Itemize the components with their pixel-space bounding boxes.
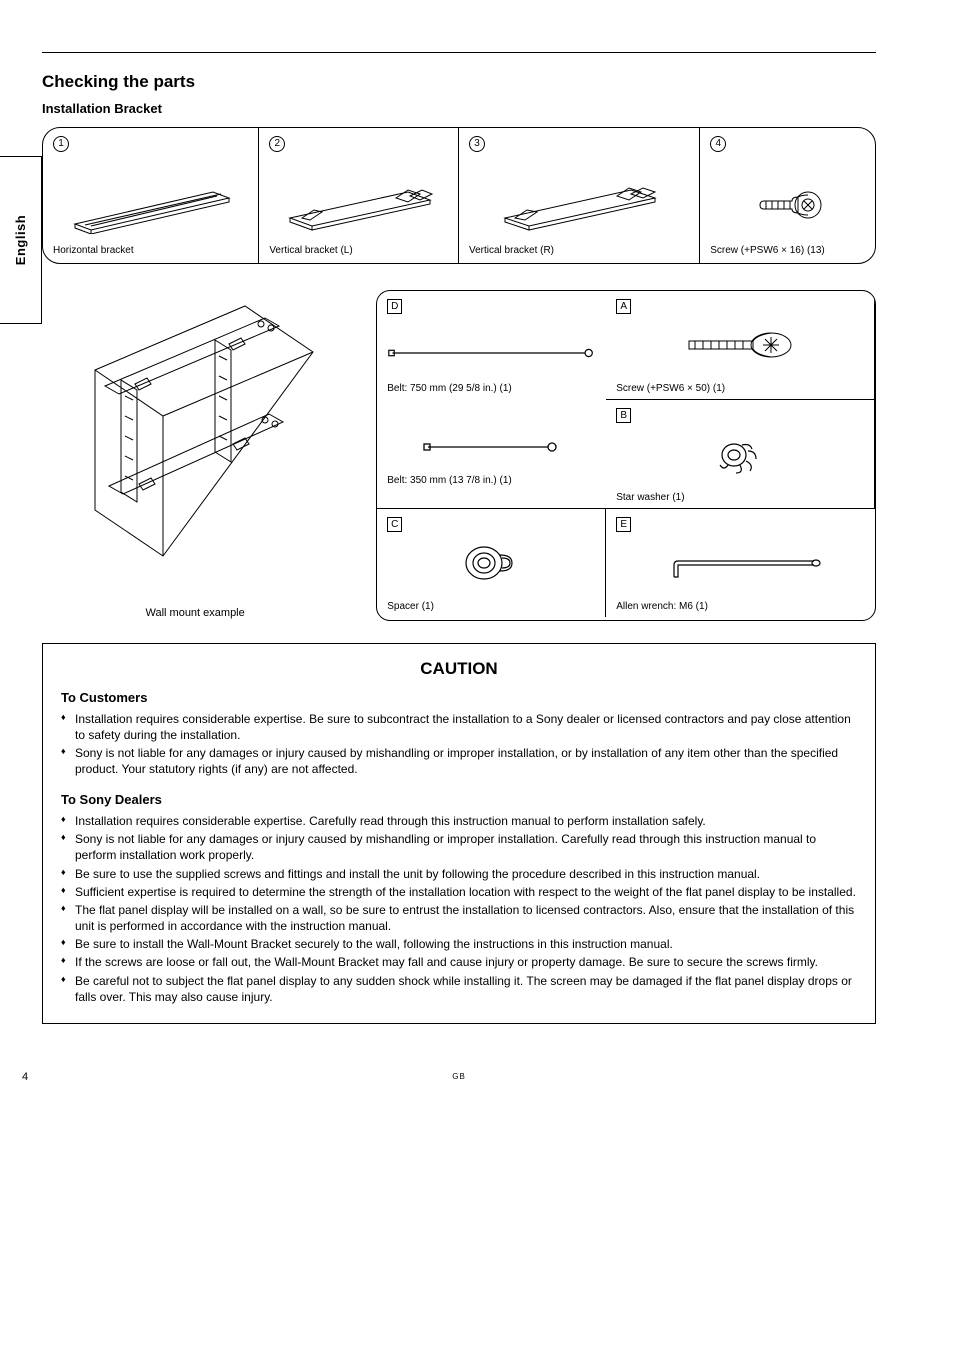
part-label: Vertical bracket (R)	[469, 244, 689, 258]
list-item: Be sure to install the Wall-Mount Bracke…	[75, 936, 857, 952]
acc-letter-badge: B	[616, 408, 631, 423]
acc-letter-badge: E	[616, 517, 631, 532]
belt-short-icon	[422, 438, 562, 456]
acc-letter-badge: D	[387, 299, 402, 314]
part-cell-screw-psw6x16: 4 Screw (+PSW6 × 16) (13)	[700, 128, 875, 263]
screw-small-icon	[748, 187, 828, 227]
list-item: If the screws are loose or fall out, the…	[75, 954, 857, 970]
star-washer-icon	[712, 431, 768, 477]
list-item: The flat panel display will be installed…	[75, 902, 857, 934]
caution-dealers-heading: To Sony Dealers	[61, 791, 857, 809]
acc-cell-d: D Belt: 750 mm (29 5/8 in.) (1)	[377, 291, 606, 508]
belt-long-icon	[387, 344, 596, 362]
part-label: Vertical bracket (L)	[269, 244, 448, 258]
acc-label: Belt: 350 mm (13 7/8 in.) (1)	[387, 474, 596, 488]
spacer-icon	[456, 538, 526, 588]
page-number: 4	[22, 1070, 28, 1085]
horizontal-bracket-icon	[71, 180, 231, 234]
acc-cell-c: C Spacer (1)	[377, 509, 606, 618]
section-subheading: Installation Bracket	[42, 100, 876, 118]
list-item: Be sure to use the supplied screws and f…	[75, 866, 857, 882]
acc-cell-a: A Screw (+PSW6 × 50) (1)	[606, 291, 875, 400]
part-cell-vertical-bracket-r: 3 Vertical bracket (R)	[459, 128, 700, 263]
caution-title: CAUTION	[61, 658, 857, 681]
acc-label: Star washer (1)	[616, 492, 864, 504]
part-number-badge: 1	[53, 136, 69, 152]
acc-label: Allen wrench: M6 (1)	[616, 601, 865, 613]
acc-letter-badge: A	[616, 299, 631, 314]
caution-dealers-list: Installation requires considerable exper…	[61, 813, 857, 1005]
part-cell-vertical-bracket-l: 2 Vertical bracket (L)	[259, 128, 459, 263]
accessories-frame: A Screw (+PSW6 × 50) (1) D	[376, 290, 876, 621]
acc-cell-b: B Star washer (1)	[606, 400, 875, 509]
acc-cell-e: E Allen wrench: M6 (1)	[606, 509, 875, 618]
caution-customers-list: Installation requires considerable exper…	[61, 711, 857, 778]
page-title: Checking the parts	[42, 71, 876, 94]
wall-mount-assembly-icon	[65, 296, 325, 596]
caution-customers-heading: To Customers	[61, 689, 857, 707]
language-tab: English	[0, 156, 42, 324]
list-item: Installation requires considerable exper…	[75, 813, 857, 829]
page-lang-marker: GB	[42, 1072, 876, 1083]
part-label: Screw (+PSW6 × 16) (13)	[710, 244, 865, 258]
list-item: Sony is not liable for any damages or in…	[75, 745, 857, 777]
list-item: Be careful not to subject the flat panel…	[75, 973, 857, 1005]
acc-label: Spacer (1)	[387, 601, 595, 613]
acc-label: Screw (+PSW6 × 50) (1)	[616, 383, 864, 395]
header-rule	[42, 52, 876, 53]
screw-long-icon	[675, 325, 805, 365]
part-number-badge: 3	[469, 136, 485, 152]
list-item: Sony is not liable for any damages or in…	[75, 831, 857, 863]
part-number-badge: 4	[710, 136, 726, 152]
installation-bracket-frame: 1 Horizontal bracket 2	[42, 127, 876, 264]
vertical-bracket-r-icon	[499, 182, 659, 232]
list-item: Sufficient expertise is required to dete…	[75, 884, 857, 900]
acc-label: Belt: 750 mm (29 5/8 in.) (1)	[387, 382, 596, 396]
part-cell-horizontal-bracket: 1 Horizontal bracket	[43, 128, 259, 263]
vertical-bracket-l-icon	[284, 182, 434, 232]
allen-wrench-icon	[656, 543, 826, 583]
part-label: Horizontal bracket	[53, 244, 248, 258]
part-number-badge: 2	[269, 136, 285, 152]
caution-box: CAUTION To Customers Installation requir…	[42, 643, 876, 1024]
wall-mount-caption: Wall mount example	[42, 606, 348, 621]
language-tab-label: English	[12, 215, 30, 265]
acc-letter-badge: C	[387, 517, 402, 532]
wall-mount-example: Wall mount example	[42, 290, 348, 621]
list-item: Installation requires considerable exper…	[75, 711, 857, 743]
